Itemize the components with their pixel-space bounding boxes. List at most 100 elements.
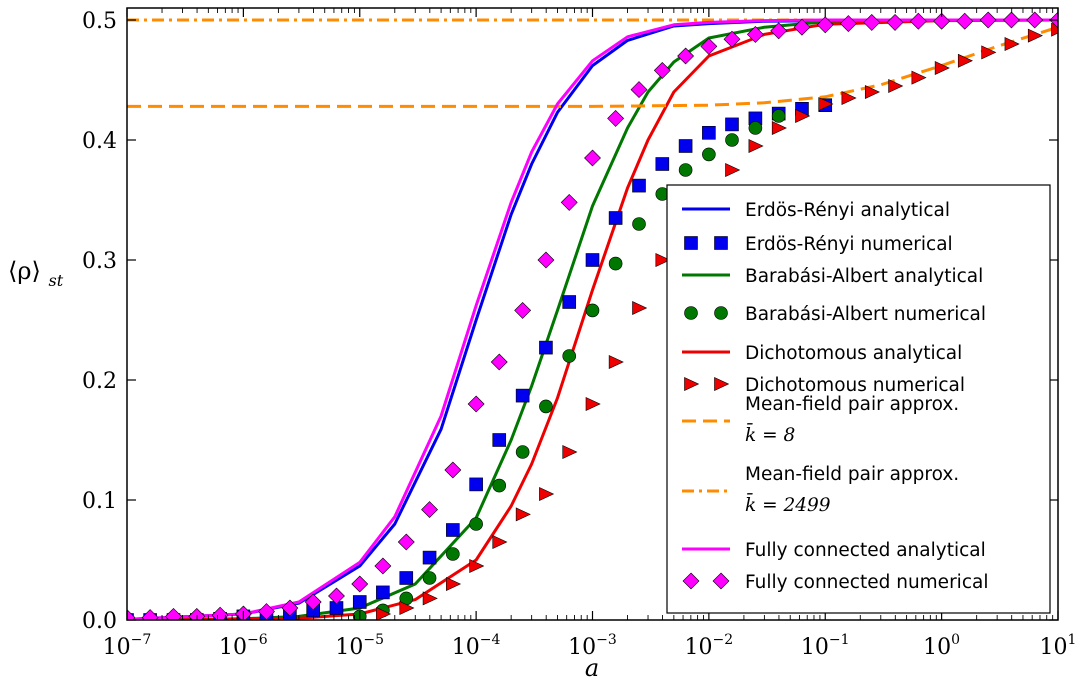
legend-label-sub: k̄ = 8 <box>745 422 795 446</box>
legend-entry-7: Mean-field pair approx. k̄ = 2499 <box>682 464 959 516</box>
x-tick-label: 10−5 <box>335 632 384 660</box>
series-point-9 <box>979 11 997 29</box>
legend-label: Erdös-Rényi analytical <box>745 200 950 221</box>
series-point-5 <box>818 97 834 111</box>
legend-label: Dichotomous analytical <box>745 343 962 364</box>
legend-label: Fully connected analytical <box>745 540 986 561</box>
legend-swatch <box>714 377 730 391</box>
series-point-3 <box>562 349 577 363</box>
series-point-5 <box>608 355 624 369</box>
series-point-9 <box>374 557 392 575</box>
x-tick-exponent: −4 <box>480 632 501 648</box>
y-tick-label: 0.1 <box>82 489 117 514</box>
series-point-9 <box>886 13 904 31</box>
series-point-1 <box>422 550 437 565</box>
series-point-1 <box>492 433 507 447</box>
x-tick-exponent: 1 <box>1068 632 1077 648</box>
series-point-5 <box>934 61 950 75</box>
series-point-9 <box>909 12 927 30</box>
legend-label: Mean-field pair approx. <box>745 394 959 415</box>
series-point-9 <box>141 609 159 620</box>
x-tick-label: 10−1 <box>801 632 850 660</box>
series-point-9 <box>514 301 532 319</box>
series-point-9 <box>607 109 625 127</box>
series-point-3 <box>702 147 716 162</box>
series-point-9 <box>490 353 508 371</box>
series-6 <box>127 25 1058 108</box>
series-point-9 <box>397 533 415 551</box>
x-tick-base: 10 <box>335 635 363 660</box>
series-point-5 <box>492 535 508 549</box>
series-point-1 <box>539 340 553 355</box>
legend-label: Erdös-Rényi numerical <box>745 234 953 255</box>
series-point-5 <box>795 109 811 123</box>
legend: Erdös-Rényi analytical Erdös-Rényi numeri… <box>666 184 1051 614</box>
legend-swatch <box>714 306 728 320</box>
series-point-5 <box>469 559 485 573</box>
x-tick-base: 10 <box>685 635 713 660</box>
series-point-9 <box>127 609 136 620</box>
x-tick-exponent: −5 <box>363 632 384 648</box>
y-axis-label: ⟨ρ⟩ st <box>8 257 64 290</box>
x-tick-base: 10 <box>452 635 480 660</box>
legend-entry-3: Barabási-Albert numerical <box>684 304 986 325</box>
series-point-1 <box>678 139 693 153</box>
series-point-1 <box>376 585 390 600</box>
legend-label: Fully connected numerical <box>745 572 988 593</box>
series-point-1 <box>632 178 646 193</box>
series-point-1 <box>585 253 600 267</box>
series-point-9 <box>304 593 322 611</box>
legend-swatch <box>712 572 730 590</box>
series-point-5 <box>841 91 857 105</box>
series-point-9 <box>816 16 834 34</box>
y-axis-label-subscript: st <box>48 271 63 290</box>
y-tick-label: 0.5 <box>82 9 117 34</box>
series-point-5 <box>957 53 973 68</box>
series-point-3 <box>492 478 507 493</box>
legend-entry-6: Mean-field pair approx. k̄ = 8 <box>682 394 959 446</box>
series-point-9 <box>863 13 881 31</box>
series-point-5 <box>376 607 392 620</box>
legend-entry-8: Fully connected analytical <box>682 540 986 561</box>
series-point-5 <box>399 601 415 615</box>
series-point-9 <box>467 395 485 413</box>
series-point-1 <box>562 295 577 309</box>
series-point-9 <box>444 461 462 479</box>
series-point-1 <box>655 157 670 171</box>
series-point-3 <box>446 547 460 561</box>
legend-label: Dichotomous numerical <box>745 375 965 396</box>
series-point-9 <box>351 575 369 593</box>
legend-swatch <box>714 236 728 250</box>
series-point-1 <box>702 126 716 140</box>
series-5 <box>376 22 1058 620</box>
series-point-3 <box>632 217 646 231</box>
y-axis-label-main: ⟨ρ⟩ <box>8 257 41 285</box>
series-point-5 <box>562 445 578 459</box>
x-tick-exponent: −3 <box>596 632 617 648</box>
series-point-1 <box>469 477 483 492</box>
series-point-1 <box>608 211 623 225</box>
y-tick-label: 0.0 <box>82 609 117 634</box>
series-point-3 <box>608 256 623 271</box>
series-point-5 <box>748 139 764 153</box>
series-point-9 <box>1003 11 1020 29</box>
series-point-1 <box>446 523 460 537</box>
series-point-3 <box>422 571 437 585</box>
series-point-3 <box>725 133 739 147</box>
x-tick-exponent: −6 <box>247 632 268 648</box>
y-tick-label: 0.2 <box>82 369 117 394</box>
series-point-5 <box>911 70 927 85</box>
series-point-9 <box>700 37 718 55</box>
legend-swatch <box>684 377 700 391</box>
series-point-9 <box>653 61 671 79</box>
x-tick-exponent: 0 <box>951 632 960 648</box>
y-tick-label: 0.4 <box>82 129 117 154</box>
legend-entry-2: Barabási-Albert analytical <box>682 266 983 287</box>
series-2 <box>127 18 1058 620</box>
series-point-5 <box>771 121 787 135</box>
legend-entry-5: Dichotomous numerical <box>684 375 965 396</box>
series-point-3 <box>771 109 786 123</box>
series-point-9 <box>211 606 229 620</box>
x-tick-label: 100 <box>923 632 960 660</box>
x-tick-base: 10 <box>103 635 131 660</box>
